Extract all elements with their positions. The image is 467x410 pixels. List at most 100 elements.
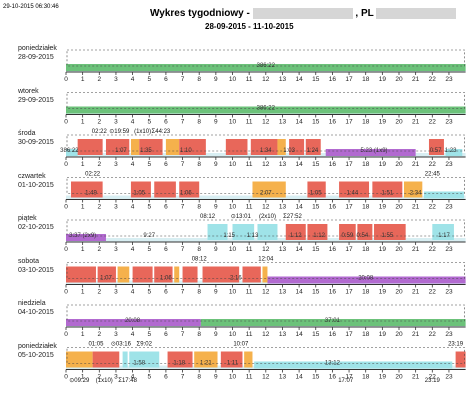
hour-label: 15 <box>312 76 320 83</box>
hour-label: 15 <box>312 119 320 126</box>
segment-duration: 1:55 <box>382 233 394 239</box>
time-annotation: Σ27:52 <box>283 214 302 220</box>
hour-label: 4 <box>131 374 135 381</box>
day-date: 29-09-2015 <box>18 96 54 104</box>
hour-label: 16 <box>329 331 337 338</box>
hour-label: 20 <box>395 246 403 253</box>
hour-label: 10 <box>229 246 237 253</box>
hour-label: 22 <box>429 161 437 168</box>
hour-label: 10 <box>229 76 237 83</box>
hour-label: 16 <box>329 161 337 168</box>
hour-label: 17 <box>345 289 353 296</box>
hour-label: 2 <box>97 289 101 296</box>
hour-label: 11 <box>246 161 253 168</box>
hour-label: 21 <box>412 161 420 168</box>
day-frame <box>66 304 465 322</box>
segment-duration: 1:34 <box>260 148 272 154</box>
hour-label: 1 <box>81 161 85 168</box>
footer-annotation: (1x10) <box>96 378 113 384</box>
hour-label: 14 <box>295 246 303 253</box>
footer-annotation: 23:19 <box>425 378 441 384</box>
hour-label: 16 <box>329 246 337 253</box>
day-name: niedziela <box>18 300 46 307</box>
time-annotation: 08:12 <box>200 214 216 220</box>
hour-label: 7 <box>181 161 185 168</box>
hour-label: 23 <box>445 246 453 253</box>
day-date: 05-10-2015 <box>18 351 54 359</box>
segment-duration: 20:08 <box>125 318 141 324</box>
hour-label: 7 <box>181 204 185 211</box>
driving-segment <box>455 351 466 368</box>
hour-label: 5 <box>147 161 151 168</box>
hour-label: 21 <box>412 204 420 211</box>
segment-duration: 1:51 <box>382 191 394 197</box>
hour-label: 0 <box>64 161 68 168</box>
rest-segment <box>66 234 106 241</box>
hour-label: 15 <box>312 204 320 211</box>
hour-label: 1 <box>81 119 85 126</box>
hour-label: 11 <box>246 374 253 381</box>
time-annotation: ⊙19:59 <box>109 129 130 135</box>
segment-duration: 1:13 <box>247 233 259 239</box>
segment-duration: 1:18 <box>173 361 185 367</box>
rest-segment <box>267 276 466 284</box>
day-label: sobota 03-10-2015 <box>18 257 54 275</box>
hour-label: 6 <box>164 374 168 381</box>
driving-segment <box>92 351 120 368</box>
hour-label: 11 <box>246 331 253 338</box>
day-name: środa <box>18 130 36 137</box>
hour-label: 7 <box>181 289 185 296</box>
footer-annotation: Σ17:48 <box>118 378 137 384</box>
day-label: czwartek 01-10-2015 <box>18 172 54 190</box>
hour-label: 3 <box>114 204 118 211</box>
hour-label: 9 <box>214 374 218 381</box>
hour-label: 3 <box>114 246 118 253</box>
hour-label: 12 <box>262 204 270 211</box>
segment-duration: 1:49 <box>85 191 97 197</box>
day-name: poniedziałek <box>18 342 57 350</box>
hour-label: 7 <box>181 119 185 126</box>
work-segment <box>174 266 180 283</box>
hour-label: 7 <box>181 76 185 83</box>
hour-label: 18 <box>362 374 370 381</box>
hour-label: 4 <box>131 161 135 168</box>
hour-label: 0 <box>64 204 68 211</box>
work-segment <box>165 139 180 155</box>
segment-duration: 1:06 <box>160 276 172 282</box>
segment-duration: 0:59 <box>342 233 354 239</box>
day-frame <box>66 49 465 67</box>
hour-label: 21 <box>412 374 420 381</box>
time-annotation: Σ9:02 <box>137 342 153 348</box>
hour-label: 20 <box>395 119 403 126</box>
hour-label: 17 <box>345 76 353 83</box>
driving-segment <box>105 139 130 155</box>
segment-duration: 9:27 <box>143 233 155 239</box>
hour-label: 3 <box>114 374 118 381</box>
segment-duration: 1:06 <box>180 191 192 197</box>
hour-label: 8 <box>197 331 201 338</box>
hour-label: 9 <box>214 289 218 296</box>
segment-duration: 13:12 <box>325 361 341 367</box>
hour-label: 13 <box>279 204 287 211</box>
hour-label: 11 <box>246 76 253 83</box>
hour-label: 10 <box>229 161 237 168</box>
hour-label: 9 <box>214 76 218 83</box>
hour-label: 4 <box>131 331 135 338</box>
segment-duration: 1:44 <box>347 191 359 197</box>
time-annotation: 08:12 <box>192 257 208 263</box>
segment-duration: 1:15 <box>223 233 235 239</box>
hour-label: 13 <box>279 246 287 253</box>
hour-label: 0 <box>64 331 68 338</box>
hour-label: 23 <box>445 374 453 381</box>
hour-label: 7 <box>181 246 185 253</box>
work-segment <box>117 266 130 283</box>
day-label: poniedziałek 05-10-2015 <box>18 342 57 360</box>
hour-label: 9 <box>214 204 218 211</box>
hour-label: 22 <box>429 289 437 296</box>
hour-label: 12 <box>262 246 270 253</box>
driving-segment <box>339 224 356 240</box>
hour-label: 11 <box>246 204 253 211</box>
hour-label: 19 <box>379 246 387 253</box>
day-date: 30-09-2015 <box>18 139 54 146</box>
hour-label: 10 <box>229 119 237 126</box>
